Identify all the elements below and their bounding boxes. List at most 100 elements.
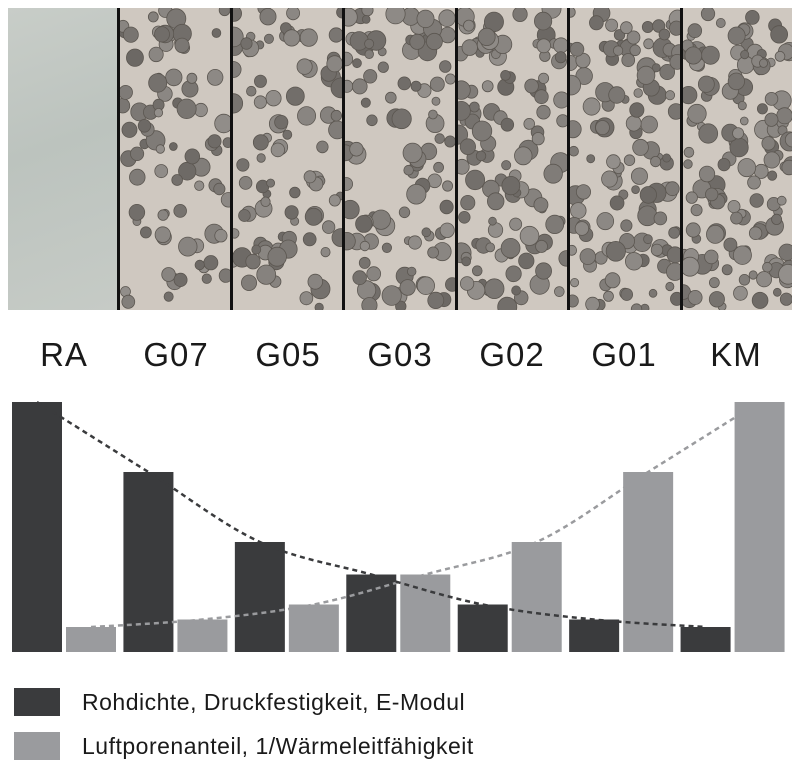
- pore: [760, 136, 776, 151]
- pore: [223, 137, 230, 148]
- pore: [690, 204, 703, 217]
- pore: [304, 207, 323, 226]
- pore: [303, 170, 317, 184]
- pore: [148, 73, 168, 93]
- pore: [731, 127, 744, 140]
- specimen-photo-g01: [570, 8, 683, 310]
- pore: [601, 170, 618, 188]
- pore: [579, 248, 597, 266]
- pore: [477, 27, 496, 47]
- pore: [543, 163, 563, 184]
- pore: [434, 133, 446, 144]
- pore: [439, 60, 452, 73]
- bar-chart: [12, 400, 785, 652]
- pore: [537, 72, 549, 84]
- pore: [316, 140, 329, 154]
- pore: [570, 145, 579, 157]
- pore: [330, 109, 342, 122]
- pore: [589, 15, 604, 31]
- pore: [574, 221, 590, 236]
- pore: [232, 61, 242, 78]
- pore: [251, 244, 261, 255]
- pore: [442, 180, 454, 192]
- pore: [296, 58, 313, 75]
- pore: [621, 53, 636, 68]
- pore: [426, 32, 444, 51]
- pore: [536, 104, 551, 120]
- pore: [307, 273, 323, 290]
- pore: [259, 8, 277, 26]
- pore: [620, 288, 634, 301]
- pore: [700, 45, 720, 65]
- pore: [433, 161, 445, 173]
- pore: [407, 266, 417, 277]
- pore: [164, 291, 175, 302]
- pore: [682, 256, 700, 277]
- pore: [214, 228, 228, 243]
- pore: [457, 158, 470, 175]
- pore: [410, 80, 422, 92]
- pore: [570, 202, 587, 220]
- pore: [534, 239, 548, 253]
- pore: [576, 184, 592, 200]
- specimen-photo-g02: [457, 8, 571, 310]
- pore: [605, 241, 626, 262]
- pore: [603, 290, 614, 302]
- pore: [631, 185, 640, 195]
- pore: [483, 278, 505, 300]
- pore: [352, 58, 363, 69]
- specimen-label: G02: [479, 336, 545, 373]
- pore: [283, 29, 300, 47]
- pore: [779, 292, 792, 306]
- pore-texture: [345, 8, 455, 310]
- pore-texture: [457, 8, 568, 310]
- pore: [331, 228, 343, 247]
- pore: [481, 80, 494, 93]
- pore: [485, 242, 495, 253]
- specimen-photo-g03: [345, 8, 458, 310]
- specimen-label: G03: [367, 336, 433, 373]
- legend-swatch-light: [14, 732, 60, 760]
- pore: [633, 88, 643, 98]
- pore: [643, 234, 653, 245]
- pore: [214, 113, 230, 134]
- pore: [431, 96, 441, 106]
- pore: [486, 192, 505, 211]
- pore: [625, 115, 642, 132]
- pore: [266, 178, 275, 188]
- pore-texture: [570, 8, 680, 310]
- pore: [253, 74, 267, 88]
- pore: [208, 134, 222, 149]
- pore: [500, 238, 521, 259]
- pore: [438, 9, 455, 27]
- pore: [361, 8, 374, 17]
- pore: [608, 86, 626, 104]
- pore: [427, 246, 440, 259]
- pore: [631, 167, 649, 185]
- pore: [328, 27, 343, 43]
- specimen-label: G07: [143, 336, 209, 373]
- pore: [512, 8, 528, 22]
- pore: [245, 85, 257, 97]
- pore: [459, 138, 476, 156]
- pore: [632, 138, 649, 156]
- pore: [464, 169, 485, 191]
- pore: [582, 97, 601, 116]
- pore: [245, 253, 261, 270]
- pore: [552, 37, 568, 54]
- pore: [531, 132, 545, 146]
- pore: [232, 8, 242, 22]
- pore: [715, 17, 726, 28]
- pore: [169, 142, 179, 151]
- pore: [238, 209, 251, 222]
- pore: [505, 265, 522, 283]
- legend-swatch-dark: [14, 688, 60, 716]
- pore: [744, 9, 760, 25]
- pore: [748, 226, 762, 241]
- pore: [444, 135, 455, 148]
- pore: [746, 175, 761, 190]
- pore: [687, 289, 703, 305]
- pore: [499, 70, 511, 81]
- pore: [605, 18, 619, 32]
- pore: [121, 294, 136, 309]
